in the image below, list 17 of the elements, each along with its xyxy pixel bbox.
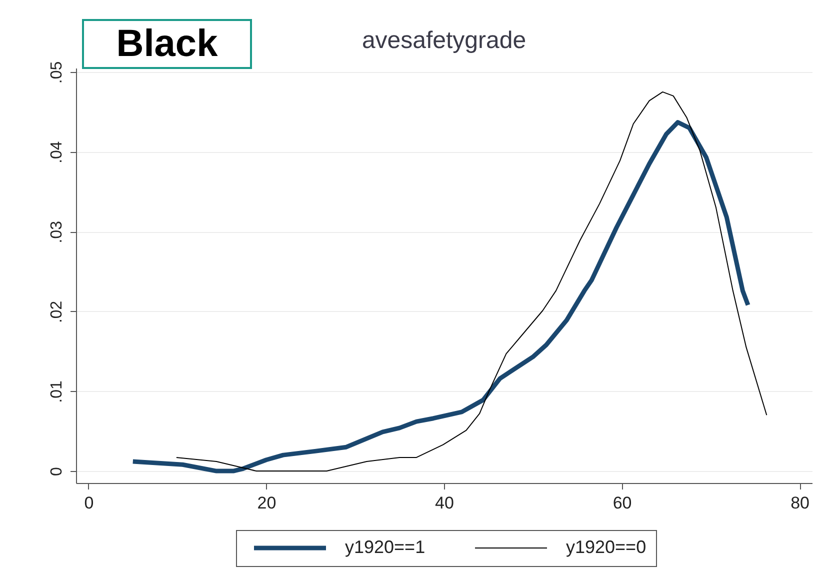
x-tick-label: 20 <box>257 494 276 512</box>
x-tick-label: 0 <box>84 494 94 512</box>
y-tick-label: .01 <box>48 380 66 403</box>
y-tick-label: .02 <box>48 300 66 324</box>
y-tick-label: .03 <box>48 220 66 244</box>
line-series <box>176 91 768 472</box>
y-tick-label: .05 <box>48 61 66 84</box>
x-tick-label: 80 <box>790 494 810 512</box>
x-tick-label: 60 <box>612 494 632 512</box>
x-tick-label: 40 <box>435 494 454 512</box>
chart-title: avesafetygrade <box>362 26 526 54</box>
legend-label: y1920==0 <box>566 537 646 557</box>
y-tick-label: 0 <box>48 466 66 476</box>
line-series <box>130 120 750 474</box>
y-tick-label: .04 <box>48 141 66 164</box>
text: Black <box>82 19 252 69</box>
legend-label: y1920==1 <box>345 537 426 557</box>
